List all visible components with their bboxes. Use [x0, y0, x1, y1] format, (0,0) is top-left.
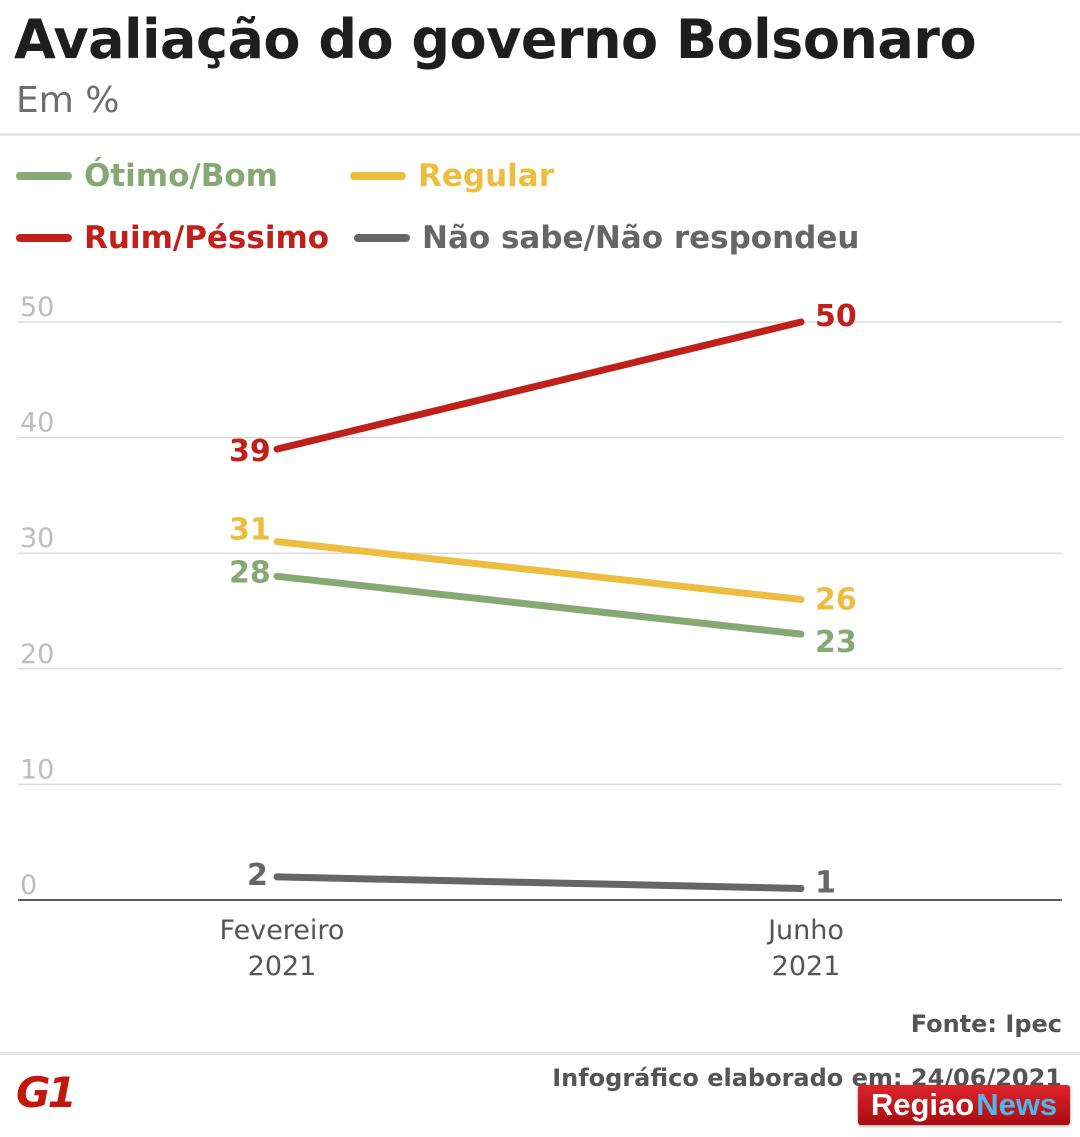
series-line-nao-sabe: [273, 873, 805, 892]
data-label-nao-sabe-1: 1: [815, 865, 836, 900]
x-tick-label-1-0: Junho: [766, 915, 844, 946]
legend-label-nao-sabe: Não sabe/Não respondeu: [422, 220, 860, 256]
data-label-otimo-bom-1: 23: [815, 625, 857, 660]
legend-label-regular: Regular: [418, 158, 554, 194]
watermark-logo: Regiao News: [858, 1085, 1070, 1125]
data-label-regular-1: 26: [815, 582, 857, 617]
data-label-regular-0: 31: [229, 513, 271, 548]
data-label-nao-sabe-0: 2: [247, 858, 268, 893]
legend-item-nao-sabe: Não sabe/Não respondeu: [354, 220, 859, 256]
line-chart: 0 10 20 30 40 50 Fevereiro 2021 Junho 2021 28 23 31 2…: [18, 292, 1062, 982]
legend-swatch-regular: [350, 172, 406, 180]
legend-swatch-otimo-bom: [16, 172, 72, 180]
y-tick-label-10: 10: [20, 754, 54, 785]
g1-logo: G1: [16, 1068, 77, 1117]
legend-swatch-nao-sabe: [354, 234, 410, 242]
series-line-ruim-pessimo: [273, 318, 805, 453]
data-label-ruim-pessimo-1: 50: [815, 299, 857, 334]
series-line-regular: [273, 538, 805, 603]
data-label-otimo-bom-0: 28: [229, 555, 271, 590]
y-tick-label-0: 0: [20, 870, 37, 901]
source-note: Fonte: Ipec: [910, 1010, 1062, 1038]
legend-item-regular: Regular: [350, 158, 554, 194]
legend-item-otimo-bom: Ótimo/Bom: [16, 158, 278, 194]
watermark-text-regiao: Regiao: [870, 1087, 975, 1122]
chart-title: Avaliação do governo Bolsonaro: [14, 8, 977, 71]
y-tick-label-40: 40: [20, 408, 54, 439]
legend-label-otimo-bom: Ótimo/Bom: [84, 158, 278, 194]
series-line-otimo-bom: [273, 572, 805, 638]
y-tick-label-30: 30: [20, 523, 54, 554]
chart-subtitle: Em %: [16, 80, 120, 121]
footer-divider: [0, 1052, 1080, 1055]
legend-label-ruim-pessimo: Ruim/Péssimo: [84, 220, 330, 256]
watermark-text-news: News: [976, 1087, 1058, 1122]
x-tick-label-0-1: 2021: [248, 951, 317, 982]
data-label-ruim-pessimo-0: 39: [229, 434, 271, 469]
x-tick-label-0-0: Fevereiro: [220, 915, 345, 946]
y-tick-label-50: 50: [20, 292, 54, 323]
legend-item-ruim-pessimo: Ruim/Péssimo: [16, 220, 329, 256]
legend-swatch-ruim-pessimo: [16, 234, 72, 242]
x-tick-label-1-1: 2021: [772, 951, 841, 982]
header-divider: [0, 133, 1080, 136]
y-tick-label-20: 20: [20, 639, 54, 670]
